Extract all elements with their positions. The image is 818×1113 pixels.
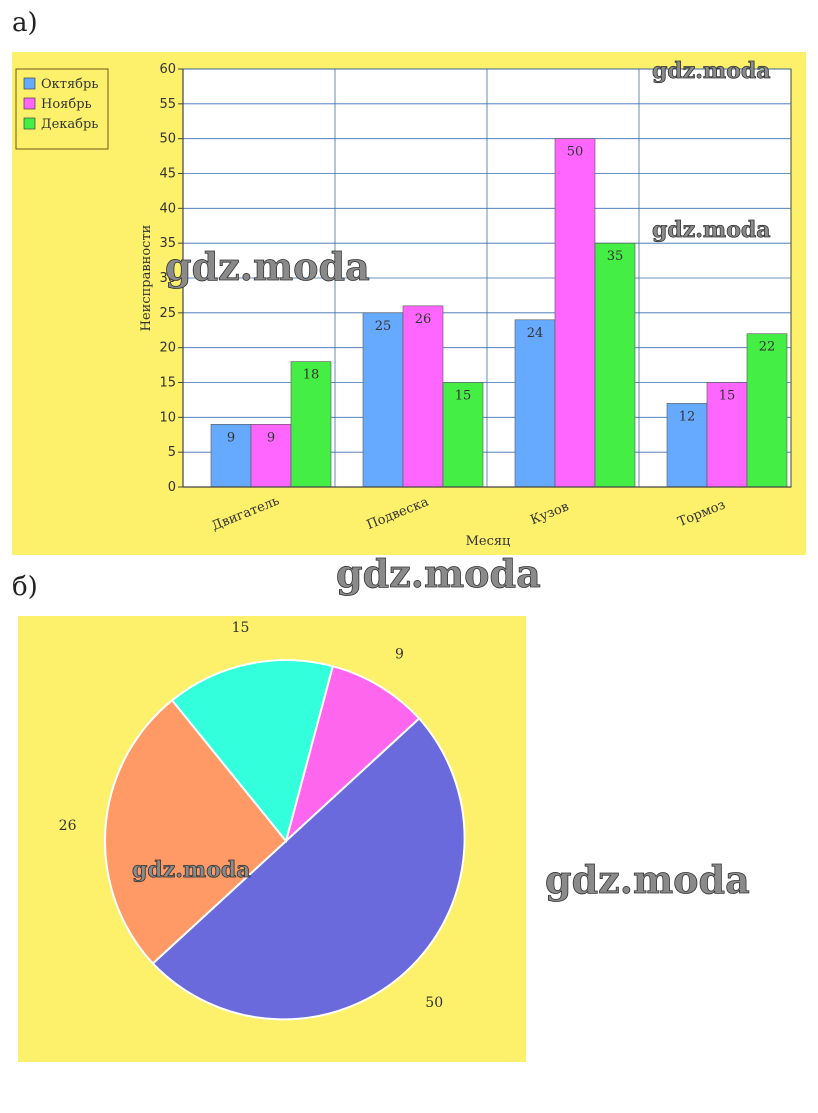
bar [362,312,404,488]
bar-value-label: 22 [759,340,776,355]
bar [290,361,332,488]
bar [402,305,444,488]
bar-value-label: 9 [227,430,235,445]
y-tick-label: 40 [159,201,176,216]
y-tick-label: 20 [159,341,176,356]
y-tick-label: 45 [159,167,176,182]
watermark-text: gdz.moda [336,551,541,596]
pie-slice [151,717,466,1021]
bar-value-label: 50 [567,145,584,160]
legend-label: Октябрь [41,77,98,92]
bar [706,382,748,488]
pie-chart-panel: 9 50 26 15 [18,616,526,1062]
part-b-label: б) [12,572,38,602]
legend-swatch [23,97,36,110]
y-tick-label: 60 [159,62,176,77]
y-tick-label: 25 [159,306,176,321]
pie-value-label: 50 [425,995,443,1011]
bar [666,403,708,488]
y-tick-label: 50 [159,132,176,147]
legend-swatch [23,117,36,130]
bar-value-label: 9 [267,430,275,445]
bar-value-label: 12 [679,409,696,424]
pie-slice [170,659,335,844]
bar [514,319,556,488]
legend-label: Декабрь [41,117,98,132]
legend-box [15,68,109,150]
bar [746,333,788,488]
pie-value-label: 9 [395,647,404,663]
watermark-text: gdz.moda [545,857,750,902]
part-a-label: а) [12,8,38,38]
bar-value-label: 24 [527,326,544,341]
x-axis-title: Месяц [466,534,511,549]
bar-value-label: 15 [719,389,736,404]
pie-slice [104,698,288,965]
y-tick-label: 5 [168,445,176,460]
bar-value-label: 25 [375,319,392,334]
y-axis-title: Неисправности [139,225,154,332]
bar-chart-panel: 0 5 10 15 20 25 30 35 40 45 50 55 60 9 9 18 Двигатель 25 2… [12,52,806,555]
y-tick-label: 10 [159,410,176,425]
pie-value-label: 26 [59,818,77,834]
bar [442,382,484,488]
bar-value-label: 18 [303,368,320,383]
x-tick-label: Кузов [528,499,571,528]
bar-value-label: 35 [607,249,624,264]
pie-value-label: 15 [232,620,250,636]
bar [594,242,636,488]
y-tick-label: 55 [159,97,176,112]
bar-value-label: 26 [415,312,432,327]
y-tick-label: 15 [159,376,176,391]
y-tick-label: 0 [168,480,176,495]
bar [554,138,596,488]
pie-slice [284,664,421,845]
legend-label: Ноябрь [41,97,92,112]
x-tick-label: Подвеска [365,494,431,532]
y-tick-label: 30 [159,271,176,286]
y-tick-label: 35 [159,236,176,251]
x-tick-label: Двигатель [210,493,282,534]
pie-chart: 9 50 26 15 [59,620,466,1021]
bar-chart: 0 5 10 15 20 25 30 35 40 45 50 55 60 9 9 18 Двигатель 25 2… [15,62,792,549]
x-tick-label: Тормоз [676,497,728,530]
bar-value-label: 15 [455,389,472,404]
legend-swatch [23,77,36,90]
